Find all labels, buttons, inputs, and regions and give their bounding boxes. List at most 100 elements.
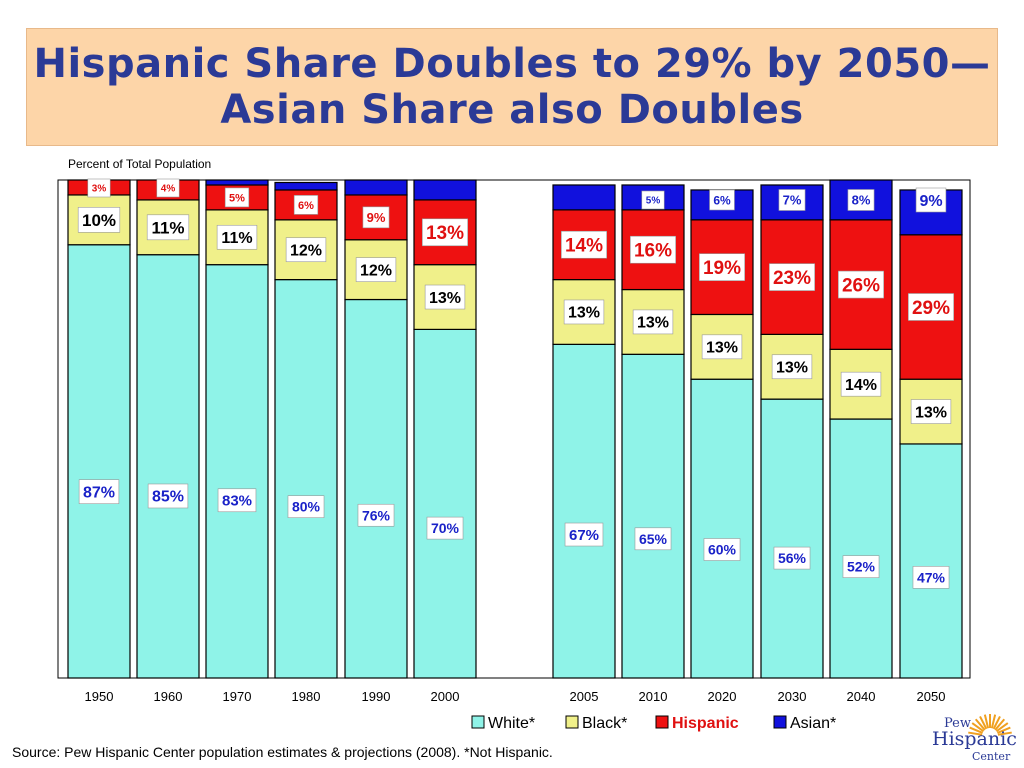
data-label-box-black-2000 — [424, 284, 466, 310]
x-tick-label-2050: 2050 — [917, 689, 946, 704]
x-tick-label-1950: 1950 — [85, 689, 114, 704]
x-tick-label-2005: 2005 — [570, 689, 599, 704]
data-label-white-2020: 60% — [708, 542, 737, 558]
data-label-black-2020: 13% — [706, 340, 738, 357]
data-label-black-2005: 13% — [568, 305, 600, 322]
legend-label-hispanic: Hispanic — [672, 715, 739, 732]
data-label-black-2050: 13% — [915, 404, 947, 421]
data-label-black-1950: 10% — [82, 211, 116, 230]
data-label-hispanic-2000: 13% — [426, 223, 464, 244]
bar-white-1990 — [344, 298, 408, 679]
data-label-box-asian-2050 — [915, 187, 947, 213]
pew-hispanic-logo: Pew Hispanic Center — [928, 706, 1020, 766]
sunray-3 — [994, 718, 1006, 731]
data-label-box-hispanic-1980 — [293, 195, 319, 215]
data-label-box-asian-2010 — [641, 190, 665, 210]
bar-white-2000 — [413, 328, 477, 679]
data-label-white-2000: 70% — [431, 520, 460, 536]
data-label-box-white-1960 — [147, 483, 189, 509]
data-label-hispanic-1970: 5% — [229, 192, 245, 204]
legend-swatch-black — [565, 715, 579, 729]
data-label-box-hispanic-1960 — [156, 178, 180, 198]
data-label-asian-2030: 7% — [783, 193, 802, 208]
logo-text-pew: Pew — [944, 716, 971, 731]
data-label-box-hispanic-1990 — [362, 206, 390, 229]
page-title-line-1: Hispanic Share Doubles to 29% by 2050— — [33, 41, 991, 87]
data-label-box-hispanic-2050 — [908, 293, 954, 321]
legend-swatch-asian — [773, 715, 787, 729]
data-label-box-black-2040 — [840, 371, 882, 397]
data-label-black-2010: 13% — [637, 315, 669, 332]
data-label-asian-2010: 5% — [646, 196, 661, 207]
x-tick-label-2010: 2010 — [639, 689, 668, 704]
data-label-box-white-1970 — [217, 488, 257, 513]
data-label-box-black-1950 — [77, 207, 121, 233]
data-label-box-white-2040 — [842, 555, 880, 578]
bar-asian-1990 — [344, 179, 408, 196]
data-label-hispanic-1980: 6% — [298, 200, 314, 212]
data-label-box-black-2005 — [563, 299, 605, 325]
data-label-box-hispanic-1970 — [224, 187, 250, 208]
bar-asian-2000 — [413, 179, 477, 201]
data-label-black-2000: 13% — [429, 290, 461, 307]
sunray-2 — [995, 722, 1009, 733]
data-label-black-2030: 13% — [776, 360, 808, 377]
data-label-box-black-2050 — [910, 399, 952, 424]
x-tick-label-2000: 2000 — [431, 689, 460, 704]
data-label-black-1990: 12% — [360, 262, 392, 279]
data-label-box-black-2020 — [701, 334, 743, 360]
data-label-asian-2040: 8% — [852, 193, 871, 208]
data-label-white-1980: 80% — [292, 499, 321, 515]
logo-text-hispanic: Hispanic — [932, 728, 1017, 750]
bar-asian-1970 — [205, 179, 269, 186]
legend-swatch-white — [471, 715, 485, 729]
x-tick-label-1970: 1970 — [223, 689, 252, 704]
data-label-black-2040: 14% — [845, 377, 877, 394]
data-label-hispanic-2010: 16% — [634, 241, 672, 262]
sunray-1 — [997, 726, 1011, 734]
data-label-box-black-1980 — [285, 237, 327, 263]
bar-asian-2005 — [552, 184, 616, 211]
data-label-box-white-1990 — [357, 503, 395, 527]
logo-text-center: Center — [972, 750, 1011, 763]
data-label-box-black-1970 — [216, 224, 258, 250]
data-label-box-white-2010 — [634, 527, 672, 551]
data-label-box-black-1990 — [355, 257, 397, 282]
x-tick-label-2040: 2040 — [847, 689, 876, 704]
data-label-box-black-2030 — [771, 354, 813, 380]
bar-white-2050 — [899, 443, 963, 679]
legend-swatch-hispanic — [655, 715, 669, 729]
sunray-5 — [990, 714, 997, 729]
bar-white-1970 — [205, 264, 269, 679]
data-label-black-1970: 11% — [221, 230, 252, 247]
data-label-box-white-2000 — [426, 516, 464, 540]
data-label-box-black-2010 — [632, 309, 674, 335]
sunray-0 — [997, 731, 1012, 736]
data-label-white-1950: 87% — [83, 484, 115, 501]
data-label-asian-2020: 6% — [713, 193, 731, 207]
bar-white-2040 — [829, 418, 893, 679]
data-label-hispanic-2020: 19% — [703, 258, 741, 279]
sunray-9 — [974, 718, 986, 731]
page-title-line-2: Asian Share also Doubles — [220, 87, 804, 133]
data-label-box-black-1960 — [146, 214, 190, 241]
data-label-white-2010: 65% — [639, 531, 668, 547]
data-label-hispanic-1950: 3% — [92, 184, 107, 195]
x-tick-label-1960: 1960 — [154, 689, 183, 704]
data-label-box-white-1950 — [78, 479, 120, 504]
bar-asian-1980 — [274, 181, 338, 191]
x-tick-label-2030: 2030 — [778, 689, 807, 704]
data-label-box-white-2030 — [773, 546, 811, 570]
data-label-white-2040: 52% — [847, 559, 876, 575]
data-label-hispanic-1960: 4% — [161, 184, 176, 195]
bar-white-1950 — [67, 244, 131, 679]
bar-white-2030 — [760, 398, 824, 679]
x-tick-label-2020: 2020 — [708, 689, 737, 704]
data-label-white-1960: 85% — [152, 489, 184, 506]
bar-black-2030 — [760, 333, 824, 400]
data-label-box-asian-2030 — [778, 189, 806, 211]
legend-label-asian: Asian* — [790, 715, 836, 732]
data-label-box-hispanic-2010 — [630, 235, 676, 264]
data-label-box-hispanic-2030 — [769, 263, 815, 291]
